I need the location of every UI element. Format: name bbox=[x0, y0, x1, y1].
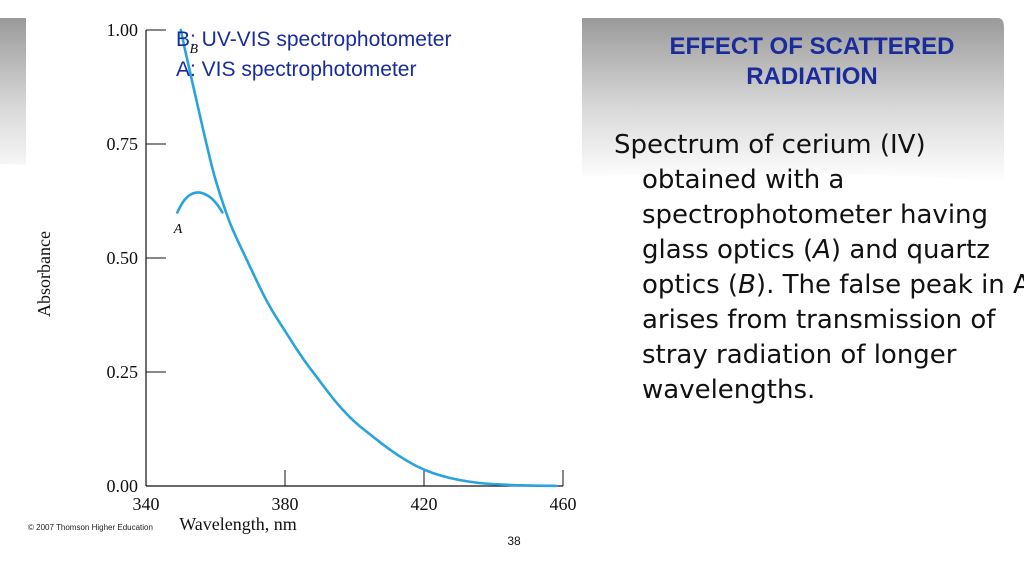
body-text-italic-a: A bbox=[813, 235, 831, 265]
chart-axes bbox=[145, 30, 563, 487]
series-label-b: B bbox=[189, 42, 198, 57]
x-tick-label: 380 bbox=[272, 494, 299, 514]
chart-figure: 0.00 0.25 0.50 0.75 1.00 340 380 420 460 B A B: … bbox=[26, 18, 582, 538]
slide-body-text: Spectrum of cerium (IV) obtained with a … bbox=[614, 128, 1024, 408]
y-tick-label: 0.25 bbox=[107, 362, 139, 382]
body-text-italic-b: B bbox=[738, 270, 756, 300]
y-tick-label: 0.00 bbox=[107, 476, 139, 496]
body-text-part-2: ) and quartz optics ( bbox=[642, 235, 990, 300]
y-tick-label: 1.00 bbox=[107, 20, 139, 40]
series-line-a bbox=[176, 191, 224, 214]
x-tick-label: 340 bbox=[133, 494, 160, 514]
x-axis-label: Wavelength, nm bbox=[179, 514, 297, 534]
body-text-part-1: Spectrum of cerium (IV) obtained with a … bbox=[614, 130, 989, 265]
series-label-a: A bbox=[173, 222, 183, 237]
x-tick-label: 420 bbox=[411, 494, 438, 514]
legend-entry-b: B: UV-VIS spectrophotometer bbox=[176, 28, 451, 51]
legend-entry-a: A: VIS spectrophotometer bbox=[176, 58, 416, 81]
body-text-part-3: ). The false peak in A arises from trans… bbox=[642, 270, 1024, 405]
series-line-b bbox=[179, 28, 558, 488]
y-tick-label: 0.75 bbox=[107, 134, 139, 154]
x-tick-label: 460 bbox=[550, 494, 577, 514]
page-number: 38 bbox=[507, 534, 521, 548]
y-axis-label: Absorbance bbox=[34, 231, 54, 317]
copyright-note: © 2007 Thomson Higher Education bbox=[28, 523, 153, 532]
slide-title: EFFECT OF SCATTERED RADIATION bbox=[669, 33, 955, 90]
chart-ticks: 0.00 0.25 0.50 0.75 1.00 340 380 420 460 bbox=[107, 20, 577, 514]
absorbance-chart: 0.00 0.25 0.50 0.75 1.00 340 380 420 460 B A B: … bbox=[28, 20, 577, 534]
y-tick-label: 0.50 bbox=[107, 248, 139, 268]
chart-series bbox=[176, 28, 558, 488]
